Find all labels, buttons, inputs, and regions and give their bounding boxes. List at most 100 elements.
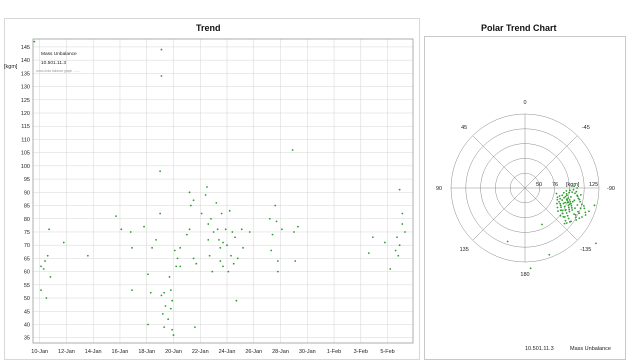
trend-point [173,249,176,252]
polar-point [563,222,566,225]
trend-point [242,246,244,249]
trend-y-tick-label: 115 [21,124,30,130]
polar-footer-point: 10.501.11.3 [525,346,554,352]
trend-point [46,254,49,257]
trend-point [367,252,370,255]
trend-point [143,225,145,228]
trend-x-tick-label: 16-Jan [112,349,129,355]
trend-point [40,289,42,292]
trend-y-tick-label: 125 [21,98,30,104]
trend-point [160,48,163,51]
trend-x-tick-label: 24-Jan [219,349,236,355]
trend-point [384,241,386,244]
polar-point [529,267,532,270]
trend-point [212,231,215,233]
polar-point [556,206,559,209]
trend-point [218,239,220,241]
trend-point [44,260,46,262]
polar-point [578,212,581,215]
polar-point [565,198,568,201]
trend-points [33,40,406,336]
polar-point [565,189,568,192]
trend-point [293,231,295,233]
polar-grid [450,113,600,263]
trend-point [188,191,191,194]
legend-note: cross-links balance graph ........ [36,69,80,73]
trend-point [120,228,123,231]
polar-point [556,198,559,201]
polar-angle-label: 0 [523,100,526,106]
trend-point [219,246,222,249]
trend-point [163,326,166,329]
trend-point [401,212,404,215]
trend-point [147,273,149,276]
trend-point [33,40,36,43]
trend-point [396,236,398,239]
trend-point [131,246,133,249]
trend-y-tick-label: 60 [24,270,30,276]
trend-point [240,228,243,231]
polar-angle-labels: 0 45 -45 90 -90 135 -135 180 [436,100,615,278]
polar-point [559,209,562,212]
trend-point [169,307,172,310]
trend-point [206,186,208,188]
polar-point [569,202,572,205]
trend-point [270,249,273,252]
trend-point [232,262,235,265]
polar-point [567,201,570,203]
polar-point [570,204,573,207]
trend-point [159,170,162,173]
polar-radial-label-76: 76 [552,182,558,188]
polar-point [567,206,570,209]
polar-angle-label: -90 [607,186,615,192]
trend-point [147,323,149,326]
trend-point [394,249,397,252]
trend-x-tick-label: 1-Feb [327,349,341,355]
legend-point-label: 10.501.11.3 [41,60,66,66]
trend-point [208,254,211,257]
trend-point [226,244,228,247]
trend-point [171,328,174,331]
polar-point [568,210,571,213]
polar-point [584,214,587,216]
polar-point [565,222,568,224]
polar-point [559,204,562,207]
polar-point [557,210,559,212]
trend-point [275,220,278,223]
trend-point [175,265,178,268]
trend-point [42,268,45,270]
polar-point [568,208,571,211]
trend-point [62,241,65,244]
trend-point [195,262,198,265]
polar-point [568,191,571,194]
trend-unit-label: [kgm] [4,64,18,70]
polar-outer-label: 125 [589,182,598,188]
trend-plot-frame [32,38,414,344]
trend-point [268,217,271,220]
polar-footer-series: Mass Unbalance [570,346,611,352]
trend-point [149,291,152,294]
trend-point [228,209,231,212]
polar-point [584,211,587,214]
trend-x-tick-label: 30-Jan [299,349,316,355]
trend-point [220,212,223,215]
polar-point [576,187,578,189]
polar-point [561,212,564,215]
polar-point [579,207,582,210]
trend-point [204,194,207,196]
polar-point [566,194,568,197]
trend-x-tick-label: 20-Jan [165,349,182,355]
polar-point [562,202,565,205]
trend-y-tick-label: 45 [24,309,30,315]
trend-y-tick-label: 35 [24,336,30,342]
trend-y-tick-label: 145 [21,45,30,51]
trend-x-tick-label: 12-Jan [58,349,75,355]
polar-angle-label: 135 [460,247,469,253]
polar-point [565,192,568,195]
trend-point [168,276,171,278]
trend-x-tick-label: 10-Jan [31,349,48,355]
polar-point [568,203,571,206]
trend-point [160,294,163,297]
polar-point [561,209,563,212]
